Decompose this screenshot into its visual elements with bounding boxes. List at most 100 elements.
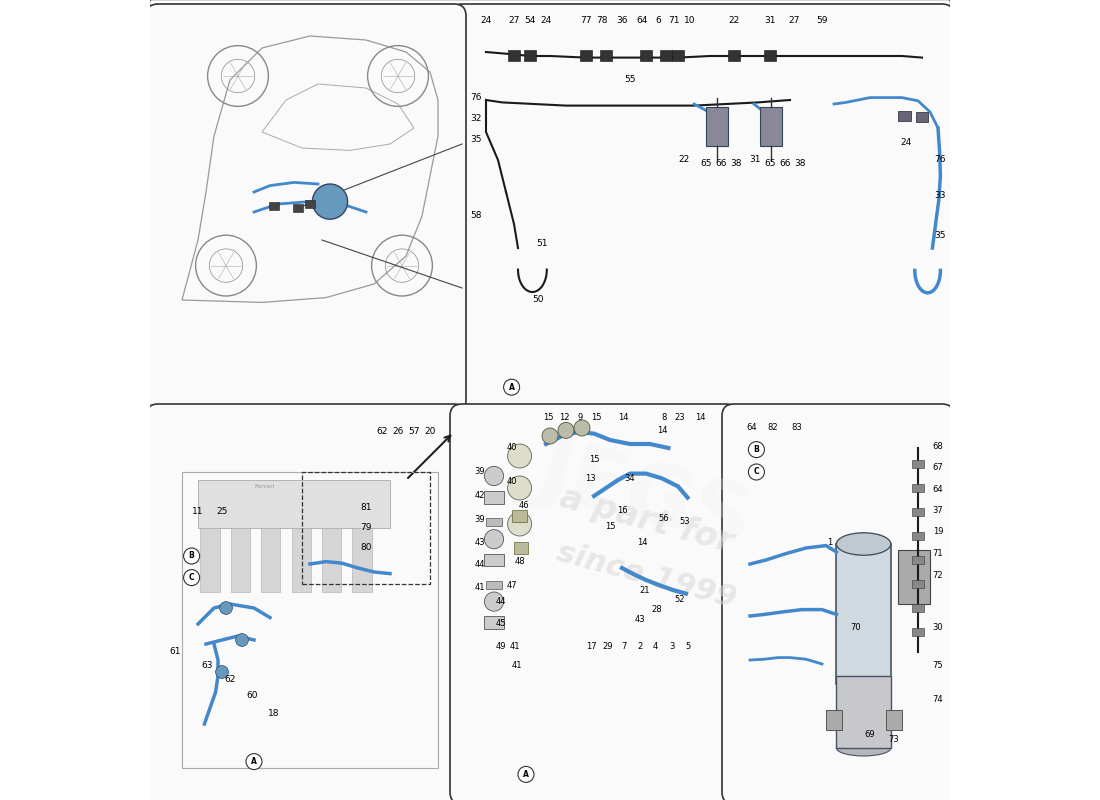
Text: 39: 39: [474, 515, 485, 525]
Text: 23: 23: [674, 413, 685, 422]
Bar: [484, 491, 504, 504]
Text: 75: 75: [933, 661, 944, 670]
Text: 76: 76: [935, 155, 946, 165]
Text: 51: 51: [537, 239, 548, 249]
Text: 38: 38: [794, 158, 806, 168]
Text: 83: 83: [791, 422, 802, 432]
Text: 15: 15: [605, 522, 615, 531]
Text: Ferrari: Ferrari: [254, 484, 275, 489]
Text: 8: 8: [661, 413, 667, 422]
Bar: [912, 628, 924, 636]
Text: A: A: [524, 770, 529, 779]
Text: 24: 24: [481, 16, 492, 26]
Text: 40: 40: [506, 443, 517, 453]
Text: 15: 15: [588, 455, 600, 465]
Text: 50: 50: [532, 295, 543, 305]
Bar: [912, 532, 924, 540]
Text: 48: 48: [515, 557, 525, 566]
Text: 27: 27: [508, 16, 519, 26]
Text: 69: 69: [865, 730, 876, 739]
FancyBboxPatch shape: [146, 404, 466, 800]
Text: 62: 62: [224, 675, 235, 685]
Text: 62: 62: [376, 427, 387, 437]
Text: 70: 70: [850, 623, 861, 633]
Text: A: A: [508, 382, 515, 392]
Bar: [294, 204, 302, 212]
Circle shape: [558, 422, 574, 438]
Text: 30: 30: [933, 623, 944, 633]
Text: 81: 81: [361, 503, 372, 513]
Text: 19: 19: [933, 527, 944, 537]
Text: 31: 31: [764, 16, 776, 26]
Bar: [706, 107, 728, 146]
Bar: [600, 50, 612, 61]
Text: 26: 26: [393, 427, 404, 437]
Text: 37: 37: [933, 506, 944, 515]
Text: C: C: [189, 573, 195, 582]
Text: 35: 35: [935, 231, 946, 241]
Circle shape: [748, 464, 764, 480]
Circle shape: [518, 766, 534, 782]
Bar: [727, 50, 739, 61]
Bar: [484, 616, 504, 629]
Text: 14: 14: [657, 426, 668, 435]
Text: 22: 22: [728, 16, 739, 26]
Text: 68: 68: [933, 442, 944, 451]
Text: 14: 14: [618, 413, 629, 422]
Circle shape: [507, 476, 531, 500]
Bar: [763, 50, 776, 61]
Text: 47: 47: [506, 581, 517, 590]
Circle shape: [484, 592, 504, 611]
Bar: [352, 528, 372, 592]
Text: 82: 82: [767, 422, 778, 432]
Text: 24: 24: [540, 16, 551, 26]
Text: A: A: [251, 757, 257, 766]
Text: 59: 59: [816, 16, 827, 26]
Ellipse shape: [836, 740, 891, 756]
Circle shape: [542, 428, 558, 444]
Text: 53: 53: [679, 517, 690, 526]
Text: 32: 32: [471, 114, 482, 123]
Text: 63: 63: [202, 661, 213, 670]
Text: 60: 60: [246, 691, 258, 701]
Text: 34: 34: [625, 474, 636, 483]
Text: 66: 66: [780, 158, 791, 168]
Text: 1: 1: [827, 538, 833, 547]
Text: 33: 33: [935, 191, 946, 201]
Text: 31: 31: [749, 155, 760, 165]
Bar: [886, 710, 902, 730]
Text: 13: 13: [585, 474, 595, 483]
Circle shape: [504, 379, 519, 395]
Text: 71: 71: [933, 549, 944, 558]
Bar: [302, 472, 430, 584]
Text: 46: 46: [519, 501, 530, 510]
Text: 29: 29: [603, 642, 613, 651]
Bar: [486, 581, 502, 589]
Text: 17: 17: [586, 642, 597, 651]
FancyBboxPatch shape: [450, 4, 954, 412]
Bar: [322, 528, 341, 592]
Text: 39: 39: [474, 467, 485, 477]
Bar: [912, 580, 924, 588]
Text: 66: 66: [715, 158, 727, 168]
Bar: [261, 528, 280, 592]
Text: 44: 44: [474, 560, 485, 570]
Text: 71: 71: [669, 16, 680, 26]
Text: a part for: a part for: [556, 481, 737, 559]
Text: JEGS: JEGS: [531, 429, 761, 563]
Text: 7: 7: [620, 642, 626, 651]
Text: 20: 20: [425, 427, 436, 437]
Text: 24: 24: [901, 138, 912, 147]
Circle shape: [574, 420, 590, 436]
Circle shape: [484, 466, 504, 486]
Text: 21: 21: [639, 586, 650, 595]
Circle shape: [507, 444, 531, 468]
Bar: [231, 528, 250, 592]
Text: 18: 18: [268, 709, 279, 718]
Bar: [200, 528, 220, 592]
Bar: [305, 200, 315, 208]
Text: 49: 49: [495, 642, 506, 651]
Bar: [198, 480, 390, 528]
Text: 80: 80: [361, 543, 372, 553]
Text: 16: 16: [617, 506, 627, 515]
